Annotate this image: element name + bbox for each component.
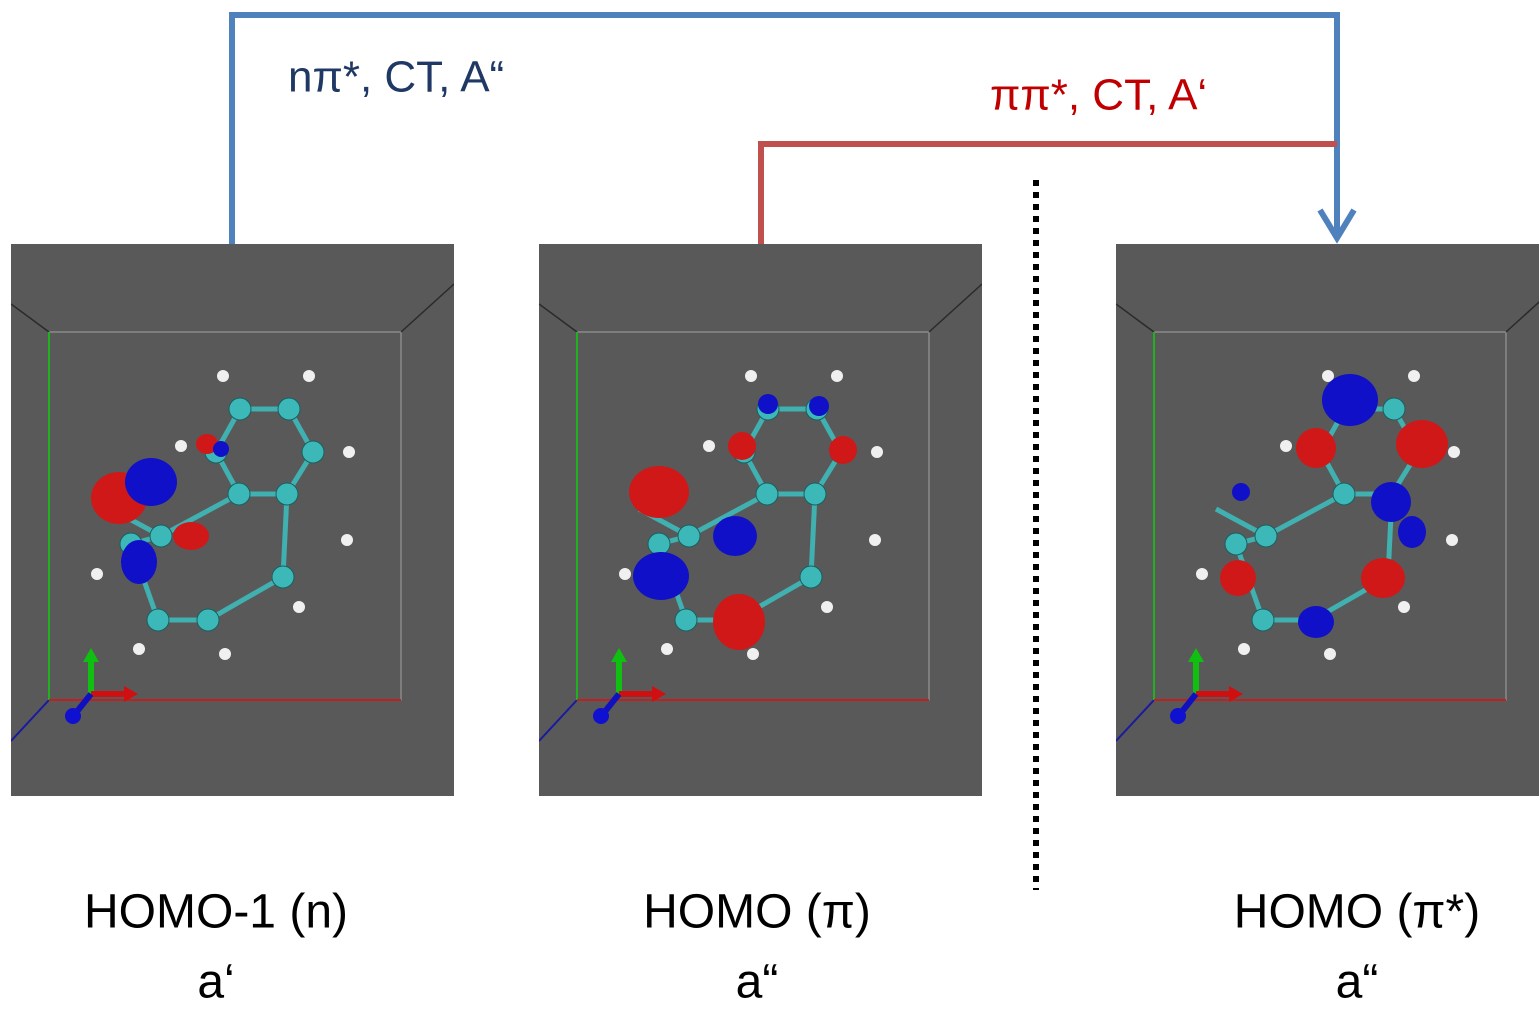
- orbital-symmetry: a‘: [197, 956, 234, 1009]
- transition-arrow: [761, 144, 1337, 244]
- orbital-symmetry: a“: [736, 956, 779, 1009]
- orbital-panel: [1116, 244, 1539, 796]
- transition-label: ππ*, CT, A‘: [990, 71, 1207, 120]
- orbital-symmetry: a“: [1336, 956, 1379, 1009]
- transition-arrow: [232, 15, 1337, 244]
- orbital-name: HOMO-1 (n): [84, 886, 348, 939]
- diagram: nπ*, CT, A“ ππ*, CT, A‘ HOMO-1 (n) a‘ HO: [0, 0, 1539, 1009]
- transition-label: nπ*, CT, A“: [288, 53, 504, 102]
- orbital-name: HOMO (π*): [1234, 886, 1480, 939]
- orbital-name: HOMO (π): [643, 886, 871, 939]
- orbital-panel: [539, 244, 982, 796]
- orbital-panel: [11, 244, 454, 796]
